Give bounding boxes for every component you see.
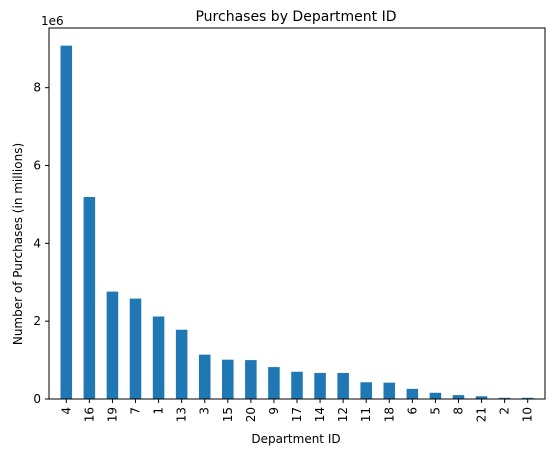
bar-17 xyxy=(291,371,303,399)
x-tick-label: 12 xyxy=(336,407,350,422)
chart-title: Purchases by Department ID xyxy=(195,9,396,25)
x-axis: 4 16 19 7 1 13 3 15 20 9 17 14 12 11 18 6 5 8 21 2 10 xyxy=(59,399,535,422)
bar-14 xyxy=(314,372,326,399)
x-tick-label: 1 xyxy=(152,407,166,415)
x-axis-label: Department ID xyxy=(251,432,340,446)
x-tick-label: 14 xyxy=(313,407,327,422)
plot-frame xyxy=(48,27,546,400)
y-tick-label: 2 xyxy=(33,314,41,328)
x-tick-label: 4 xyxy=(59,407,73,415)
bar-13 xyxy=(175,329,188,399)
x-tick-label: 6 xyxy=(405,407,419,415)
bar-1 xyxy=(152,316,165,399)
bar-8 xyxy=(452,395,465,399)
bar-12 xyxy=(337,372,349,399)
bar-15 xyxy=(222,359,234,399)
x-tick-label: 20 xyxy=(244,407,258,422)
x-tick-label: 17 xyxy=(290,407,304,422)
y-tick-label: 0 xyxy=(33,392,41,406)
bar-16 xyxy=(83,197,96,399)
x-tick-label: 16 xyxy=(82,407,96,422)
x-tick-label: 3 xyxy=(198,407,212,415)
y-axis-label: Number of Purchases (in millions) xyxy=(11,143,25,345)
bar-11 xyxy=(360,382,372,399)
x-tick-label: 2 xyxy=(498,407,512,415)
bar-2 xyxy=(498,397,511,399)
x-tick-label: 19 xyxy=(105,407,119,422)
x-tick-label: 7 xyxy=(129,407,143,415)
bar-6 xyxy=(406,388,419,399)
bar-10 xyxy=(521,397,534,399)
bar-7 xyxy=(129,298,142,399)
x-tick-label: 5 xyxy=(428,407,442,415)
bar-20 xyxy=(245,360,257,399)
y-axis-offset-label: 1e6 xyxy=(41,14,64,28)
x-tick-label: 18 xyxy=(382,407,396,422)
bars-group xyxy=(60,45,534,400)
x-tick-label: 9 xyxy=(267,407,281,415)
bar-19 xyxy=(106,291,119,399)
y-tick-label: 4 xyxy=(33,236,41,250)
x-tick-label: 8 xyxy=(451,407,465,415)
x-tick-label: 21 xyxy=(475,407,489,422)
y-tick-label: 8 xyxy=(33,81,41,95)
y-tick-label: 6 xyxy=(33,159,41,173)
x-tick-label: 11 xyxy=(359,407,373,422)
x-tick-label: 10 xyxy=(521,407,535,422)
bar-5 xyxy=(429,392,442,399)
x-tick-label: 15 xyxy=(221,407,235,422)
bar-9 xyxy=(268,367,280,399)
y-axis: 0 2 4 6 8 xyxy=(33,81,49,406)
bar-3 xyxy=(198,354,211,399)
x-tick-label: 13 xyxy=(175,407,189,422)
bar-21 xyxy=(475,396,488,399)
bar-18 xyxy=(383,382,396,399)
bar-4 xyxy=(60,45,73,400)
